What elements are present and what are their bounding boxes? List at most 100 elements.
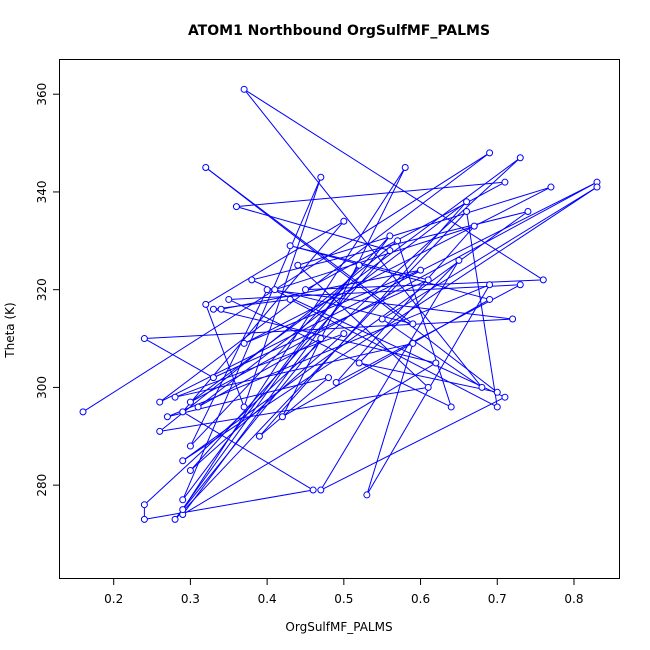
data-point (340, 330, 348, 338)
series-segment (274, 289, 413, 325)
series-segment (305, 279, 544, 291)
data-point (156, 427, 164, 435)
data-point (509, 315, 517, 323)
data-point (140, 501, 148, 509)
series-segment (320, 260, 460, 491)
series-segment (243, 89, 483, 388)
y-tick-label: 320 (35, 278, 49, 301)
data-point (209, 305, 217, 313)
data-point (486, 149, 494, 157)
data-point (340, 217, 348, 225)
series-segment (213, 279, 429, 379)
data-point (355, 261, 363, 269)
data-point (363, 491, 371, 499)
data-point (401, 164, 409, 172)
series-segment (243, 88, 544, 281)
data-point (186, 466, 194, 474)
series-segment (243, 269, 421, 344)
chart-title: ATOM1 Northbound OrgSulfMF_PALMS (188, 23, 490, 39)
y-tick-label: 280 (35, 474, 49, 497)
x-tick-label: 0.2 (104, 592, 123, 606)
series-segment (182, 362, 437, 515)
data-point (186, 398, 194, 406)
data-point (332, 379, 340, 387)
series-segment (159, 386, 429, 432)
data-point (478, 383, 486, 391)
series-segment (205, 220, 345, 305)
data-point (271, 286, 279, 294)
data-point (424, 383, 432, 391)
data-point (455, 256, 463, 264)
data-point (524, 207, 532, 215)
series-segment (381, 186, 598, 320)
series-segment (320, 396, 506, 491)
x-tick-label: 0.6 (411, 592, 430, 606)
series-segment (297, 186, 552, 266)
series-segment (267, 289, 513, 320)
x-tick-label: 0.8 (564, 592, 583, 606)
x-tick-label: 0.3 (181, 592, 200, 606)
data-point (301, 286, 309, 294)
data-point (79, 408, 87, 416)
series-segment (381, 318, 483, 388)
data-point (409, 339, 417, 347)
data-point (179, 408, 187, 416)
series-segment (174, 333, 345, 398)
series-segment (174, 211, 467, 520)
data-point (317, 173, 325, 181)
series-segment (182, 338, 322, 510)
data-point (255, 432, 263, 440)
series-segment (305, 181, 506, 291)
series-segment (182, 211, 529, 462)
data-point (432, 359, 440, 367)
y-axis-label: Theta (K) (3, 302, 17, 358)
series-segment (182, 167, 406, 510)
data-point (202, 164, 210, 172)
data-point (486, 281, 494, 289)
series-segment (189, 289, 268, 447)
data-point (163, 413, 171, 421)
data-point (463, 198, 471, 206)
series-segment (251, 279, 506, 398)
series-segment (236, 181, 505, 208)
series-segment (159, 240, 398, 432)
data-point (179, 506, 187, 514)
data-point (179, 496, 187, 504)
x-tick-label: 0.7 (488, 592, 507, 606)
series-points (79, 85, 601, 523)
series-segment (174, 342, 413, 398)
data-point (171, 393, 179, 401)
data-point (263, 286, 271, 294)
data-point (171, 515, 179, 523)
data-point (324, 374, 332, 382)
data-point (516, 154, 524, 162)
series-segment (220, 269, 421, 310)
series-segment (190, 235, 391, 447)
series-segment (182, 264, 360, 501)
series-segment (82, 152, 490, 413)
data-point (593, 183, 601, 191)
series-segment (205, 304, 245, 408)
data-point (493, 403, 501, 411)
series-segment (213, 298, 291, 310)
data-point (386, 247, 394, 255)
data-point (217, 305, 225, 313)
series-segment (167, 284, 490, 418)
data-point (140, 515, 148, 523)
data-point (317, 486, 325, 494)
series-segment (236, 206, 391, 252)
data-point (378, 315, 386, 323)
data-point (179, 457, 187, 465)
series-segment (144, 489, 314, 520)
data-point (194, 403, 202, 411)
series-segment (397, 240, 452, 408)
data-point (209, 374, 217, 382)
data-point (232, 203, 240, 211)
series-segment (205, 167, 498, 393)
data-point (394, 237, 402, 245)
data-point (240, 403, 248, 411)
data-point (240, 85, 248, 93)
x-tick-label: 0.5 (334, 592, 353, 606)
series-segment (259, 201, 467, 437)
